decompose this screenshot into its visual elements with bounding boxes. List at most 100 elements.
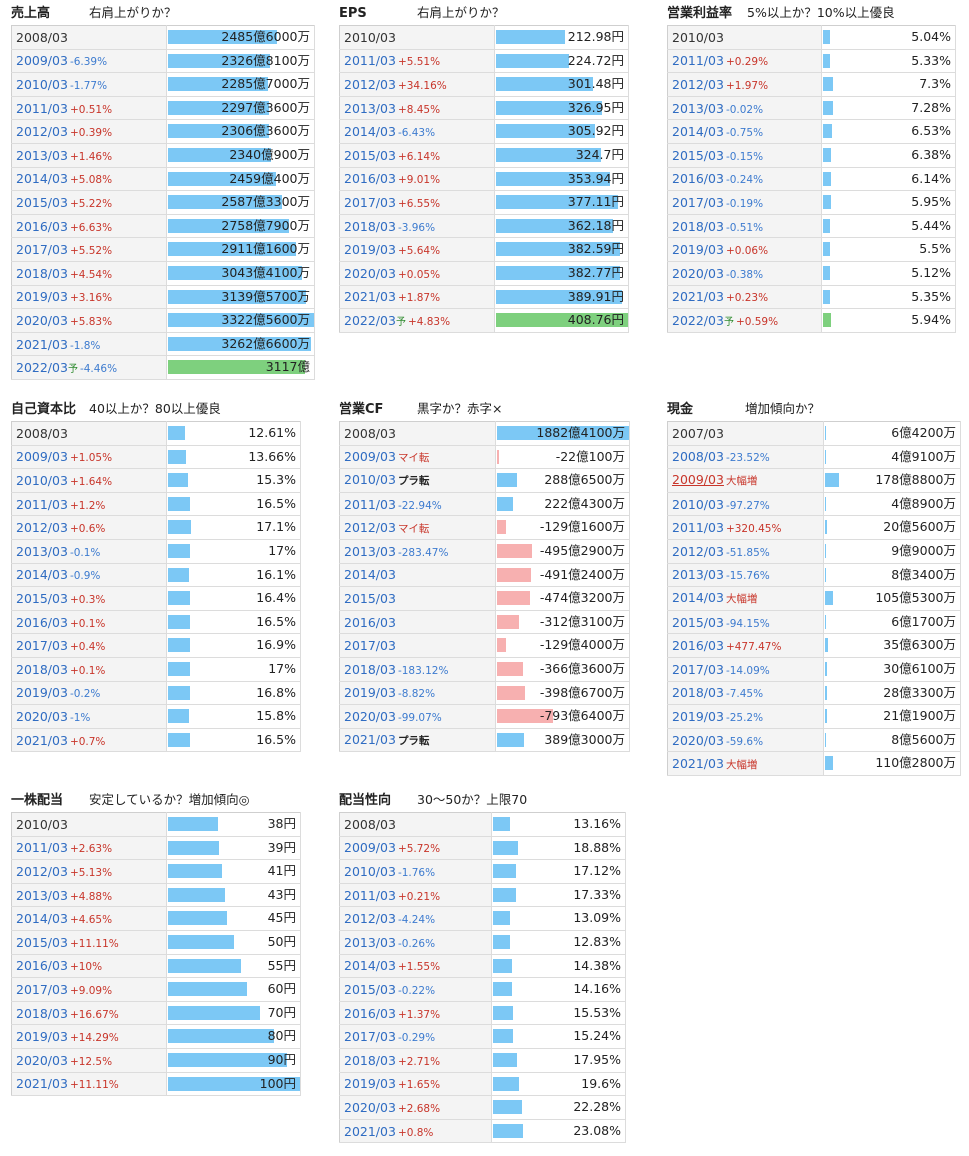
row-label: 2017/03 — [339, 633, 496, 658]
value-label: 23.08% — [573, 1122, 621, 1138]
panel-payout: 配当性向 30〜50か？上限70 2008/03 13.16% 2009/03 +5.72… — [339, 790, 627, 1144]
value-bar — [496, 567, 531, 582]
value-cell: 6億4200万 — [823, 421, 962, 446]
row-label: 2019/03 -25.2% — [667, 704, 824, 729]
change-percent: -0.19% — [725, 197, 764, 210]
value-cell: 70円 — [166, 1001, 302, 1026]
value-cell: 15.53% — [491, 1001, 627, 1026]
value-label: 8億5600万 — [891, 731, 956, 747]
row-label: 2012/03 +5.13% — [11, 859, 167, 884]
table-row: 2014/03 +5.08% 2459億400万 — [11, 167, 315, 192]
table-row: 2017/03 +6.55% 377.11円 — [339, 190, 630, 215]
period-label: 2010/03 — [672, 496, 724, 512]
row-label: 2021/03 +0.7% — [11, 728, 167, 753]
value-label: 2285億7000万 — [221, 76, 310, 92]
value-cell: 35億6300万 — [823, 633, 962, 658]
value-cell: 17% — [166, 657, 302, 682]
value-cell: 18.88% — [491, 836, 627, 861]
value-bar — [167, 100, 269, 115]
value-bar — [824, 543, 826, 558]
period-label: 2022/03 — [672, 312, 724, 328]
change-percent: -15.76% — [725, 570, 770, 583]
row-label: 2011/03 +1.2% — [11, 492, 167, 517]
value-cell: 15.24% — [491, 1024, 627, 1049]
value-bar — [167, 840, 219, 855]
panel-subtitle: 安定しているか？増加傾向◎ — [89, 792, 250, 807]
period-label: 2009/03 — [16, 449, 68, 465]
period-label: 2013/03 — [672, 100, 724, 116]
value-cell: 382.77円 — [494, 261, 630, 286]
row-label: 2012/03 -4.24% — [339, 906, 492, 931]
value-label: 382.77円 — [567, 264, 624, 280]
table-row: 2018/03 -183.12% -366億3600万 — [339, 657, 631, 682]
row-label: 2021/03 +0.23% — [667, 285, 822, 310]
table-row: 2017/03 +9.09% 60円 — [11, 977, 302, 1002]
value-label: 222億4300万 — [544, 495, 625, 511]
period-label: 2019/03 — [16, 1029, 68, 1045]
value-bar — [167, 1005, 260, 1020]
value-cell: -495億2900万 — [495, 539, 631, 564]
data-table: 2007/03 6億4200万 2008/03 -23.52% 4億9100万 2009/… — [667, 421, 962, 776]
table-row: 2011/03 -22.94% 222億4300万 — [339, 492, 631, 517]
row-label: 2020/03 +2.68% — [339, 1095, 492, 1120]
value-cell: 5.95% — [821, 190, 957, 215]
value-label: 13.66% — [248, 448, 296, 464]
change-percent: +14.29% — [69, 1032, 119, 1045]
value-bar — [167, 567, 189, 582]
table-row: 2015/03 -0.22% 14.16% — [339, 977, 627, 1002]
period-label: 2008/03 — [672, 449, 724, 465]
value-label: 38円 — [267, 816, 296, 831]
row-label: 2021/03 +0.8% — [339, 1119, 492, 1144]
change-percent: +6.55% — [397, 197, 441, 210]
period-label: 2013/03 — [16, 543, 68, 559]
value-label: 5.5% — [919, 241, 951, 257]
value-bar — [167, 958, 241, 973]
table-row: 2014/03 -0.9% 16.1% — [11, 563, 302, 588]
value-label: 16.4% — [256, 590, 296, 606]
value-bar — [824, 614, 826, 629]
value-bar — [167, 887, 225, 902]
value-cell: 222億4300万 — [495, 492, 631, 517]
value-label: 6.14% — [911, 170, 951, 186]
period-label: 2016/03 — [672, 638, 724, 654]
change-percent: -51.85% — [725, 546, 770, 559]
value-label: -398億6700万 — [539, 684, 625, 700]
value-label: 3322億5600万 — [221, 312, 310, 328]
value-bar — [496, 496, 513, 511]
table-row: 2020/03 +12.5% 90円 — [11, 1048, 302, 1073]
table-row: 2010/03 5.04% — [667, 25, 957, 50]
change-percent: +0.23% — [725, 292, 769, 305]
table-row: 2017/03 -0.29% 15.24% — [339, 1024, 627, 1049]
forecast-mark: 予 — [723, 316, 734, 328]
value-bar — [822, 30, 830, 44]
value-label: 5.04% — [911, 29, 951, 44]
value-label: 18.88% — [573, 839, 621, 855]
change-percent: -1.8% — [69, 339, 101, 352]
value-bar — [167, 336, 311, 351]
value-bar — [167, 864, 222, 879]
row-label: 2009/03 マイ転 — [339, 445, 496, 470]
value-label: 13.16% — [573, 816, 621, 831]
value-bar — [492, 1123, 523, 1138]
value-label: 2587億3300万 — [221, 194, 310, 210]
value-bar — [496, 449, 499, 464]
value-bar — [167, 426, 185, 440]
value-bar — [496, 520, 506, 535]
value-label: 17.95% — [573, 1051, 621, 1067]
value-bar — [495, 147, 601, 162]
change-percent: +0.29% — [725, 56, 769, 69]
panel-title-text: 売上高 — [11, 6, 51, 21]
value-bar — [167, 709, 189, 724]
value-label: -22億100万 — [555, 448, 625, 464]
value-bar — [495, 77, 593, 92]
value-label: -474億3200万 — [539, 590, 625, 606]
row-label: 2020/03 -59.6% — [667, 728, 824, 753]
value-cell: 5.94% — [821, 308, 957, 333]
panel-subtitle: 増加傾向か？ — [745, 401, 821, 416]
table-row: 2021/03 +0.8% 23.08% — [339, 1119, 627, 1144]
change-percent: +4.54% — [69, 268, 113, 281]
table-row: 2010/03 +1.64% 15.3% — [11, 468, 302, 493]
value-label: 305.92円 — [567, 123, 624, 139]
table-row: 2014/03 -6.43% 305.92円 — [339, 119, 630, 144]
row-label: 2015/03 +6.14% — [339, 143, 495, 168]
